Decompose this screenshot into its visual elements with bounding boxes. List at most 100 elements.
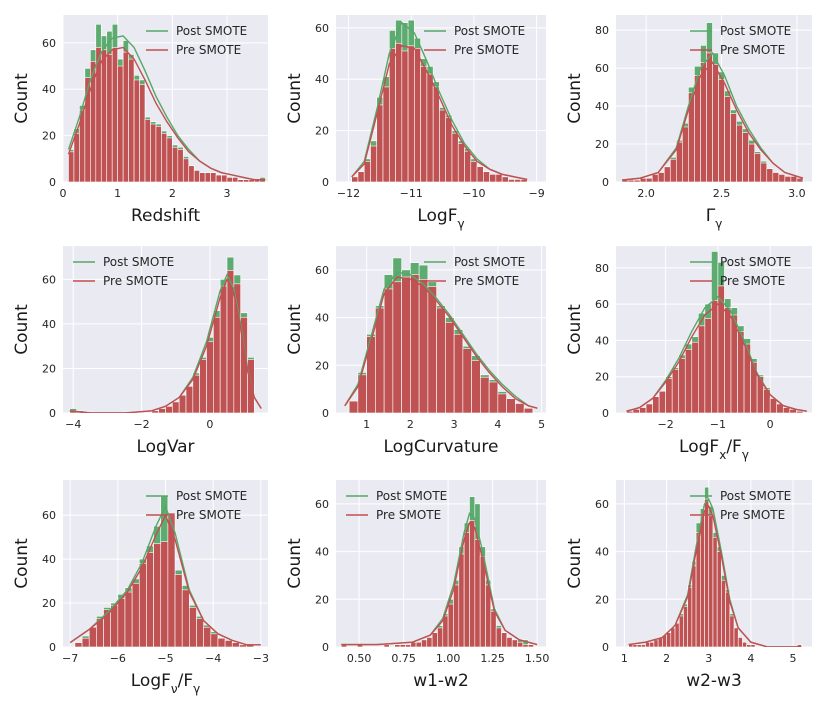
histogram-bar <box>506 398 516 413</box>
histogram-bar <box>523 407 534 413</box>
x-axis-label: LogFγ <box>417 206 464 231</box>
x-tick-label: 1 <box>114 187 121 200</box>
histogram-bar <box>684 349 693 413</box>
y-tick-label: 20 <box>315 359 329 372</box>
histogram-bar <box>733 627 739 647</box>
histogram-bar <box>139 84 146 182</box>
pre-smote-kde-line <box>69 277 262 413</box>
legend: Post SMOTE Pre SMOTE <box>424 255 525 288</box>
histogram-bar <box>418 279 429 413</box>
histogram-bar <box>88 626 97 647</box>
histogram-bar <box>160 541 169 647</box>
histogram-bar <box>511 639 518 647</box>
histogram-bar <box>649 641 655 647</box>
histogram-bar <box>388 48 396 182</box>
y-tick-label: 60 <box>42 273 56 286</box>
legend-label: Pre SMOTE <box>454 43 519 57</box>
histogram-bar <box>489 173 497 182</box>
histogram-bar <box>483 171 490 182</box>
histogram-bar <box>439 109 447 182</box>
histogram-bar <box>790 176 798 182</box>
post-smote-kde-line <box>344 271 538 409</box>
histogram-bar <box>754 153 762 182</box>
histogram-bar <box>215 174 222 182</box>
legend: Post SMOTE Pre SMOTE <box>146 489 247 522</box>
histogram-bar <box>633 179 641 182</box>
histogram-bar <box>632 644 638 647</box>
histogram-bar <box>462 348 472 413</box>
histogram-bar <box>453 333 464 413</box>
histogram-bar <box>463 532 470 647</box>
histogram-bar <box>470 161 478 182</box>
histogram-bar <box>517 641 524 647</box>
y-axis-label: Count <box>12 73 32 124</box>
histogram-bar <box>410 274 420 413</box>
x-tick-label: −1 <box>710 418 726 431</box>
histogram-bar <box>73 132 80 182</box>
histogram-bar <box>678 615 684 647</box>
histogram-bar <box>782 407 791 413</box>
legend-label: Post SMOTE <box>176 24 247 38</box>
histogram-bar <box>106 54 113 182</box>
histogram-bar <box>457 143 465 182</box>
histogram-bar <box>219 285 228 413</box>
x-axis-label: Γγ <box>706 206 723 231</box>
histogram-bar <box>174 574 183 647</box>
pre-smote-kde-line <box>351 45 528 181</box>
histogram-bar <box>376 104 384 182</box>
histogram-bar <box>682 126 689 182</box>
histogram-bar <box>217 637 226 647</box>
histogram-bar <box>711 300 719 413</box>
x-axis-label: LogFx/Fγ <box>679 437 749 462</box>
y-tick-label: 60 <box>315 22 329 35</box>
histogram-bar <box>736 124 743 182</box>
legend-label: Post SMOTE <box>454 255 525 269</box>
histogram-bar <box>796 177 804 182</box>
y-tick-label: 0 <box>49 176 56 189</box>
histogram-bar <box>426 637 433 647</box>
histogram-bar <box>357 171 365 182</box>
histogram-bar <box>730 113 737 182</box>
histogram-bar <box>636 644 642 647</box>
histogram-bar <box>506 637 513 647</box>
subplot-4: −4 −2 0 0 20 40 60 LogVar Count Post SMOTE Pre SMO… <box>12 246 268 457</box>
pre-smote-kde-line <box>67 46 266 181</box>
histogram-bar <box>221 174 228 182</box>
histogram-bar <box>665 378 673 413</box>
x-tick-label: 1.00 <box>436 652 461 665</box>
histogram-bar <box>421 639 428 647</box>
histogram-bar <box>683 606 688 647</box>
legend-label: Post SMOTE <box>376 489 447 503</box>
histogram-bar <box>471 360 481 413</box>
y-tick-label: 0 <box>602 641 609 654</box>
histogram-bar <box>742 132 749 182</box>
pre-smote-series <box>621 52 804 182</box>
histogram-bar <box>172 401 180 413</box>
y-tick-label: 20 <box>42 130 56 143</box>
histogram-bar <box>451 132 459 182</box>
histogram-bar <box>712 64 719 182</box>
legend-label: Post SMOTE <box>176 489 247 503</box>
histogram-bar <box>639 177 647 182</box>
histogram-bar <box>704 318 712 413</box>
histogram-bar <box>226 177 233 182</box>
y-tick-label: 0 <box>49 641 56 654</box>
histogram-bar <box>639 407 647 413</box>
histogram-bar <box>383 644 390 647</box>
legend-label: Pre SMOTE <box>720 508 785 522</box>
histogram-bar <box>663 166 671 182</box>
histogram-bar <box>161 132 168 182</box>
x-tick-label: 2.0 <box>637 187 655 200</box>
histogram-bar <box>796 410 804 413</box>
histogram-bar <box>789 409 797 413</box>
y-axis-label: Count <box>12 304 32 355</box>
x-tick-label: −11 <box>400 187 423 200</box>
histogram-bar <box>501 632 508 647</box>
x-tick-label: 5 <box>538 418 545 431</box>
histogram-bar <box>181 589 190 647</box>
histogram-bar <box>232 177 239 182</box>
histogram-bar <box>671 369 680 413</box>
histogram-bar <box>395 42 403 182</box>
y-tick-label: 60 <box>595 498 609 511</box>
histogram-bar <box>700 62 707 182</box>
